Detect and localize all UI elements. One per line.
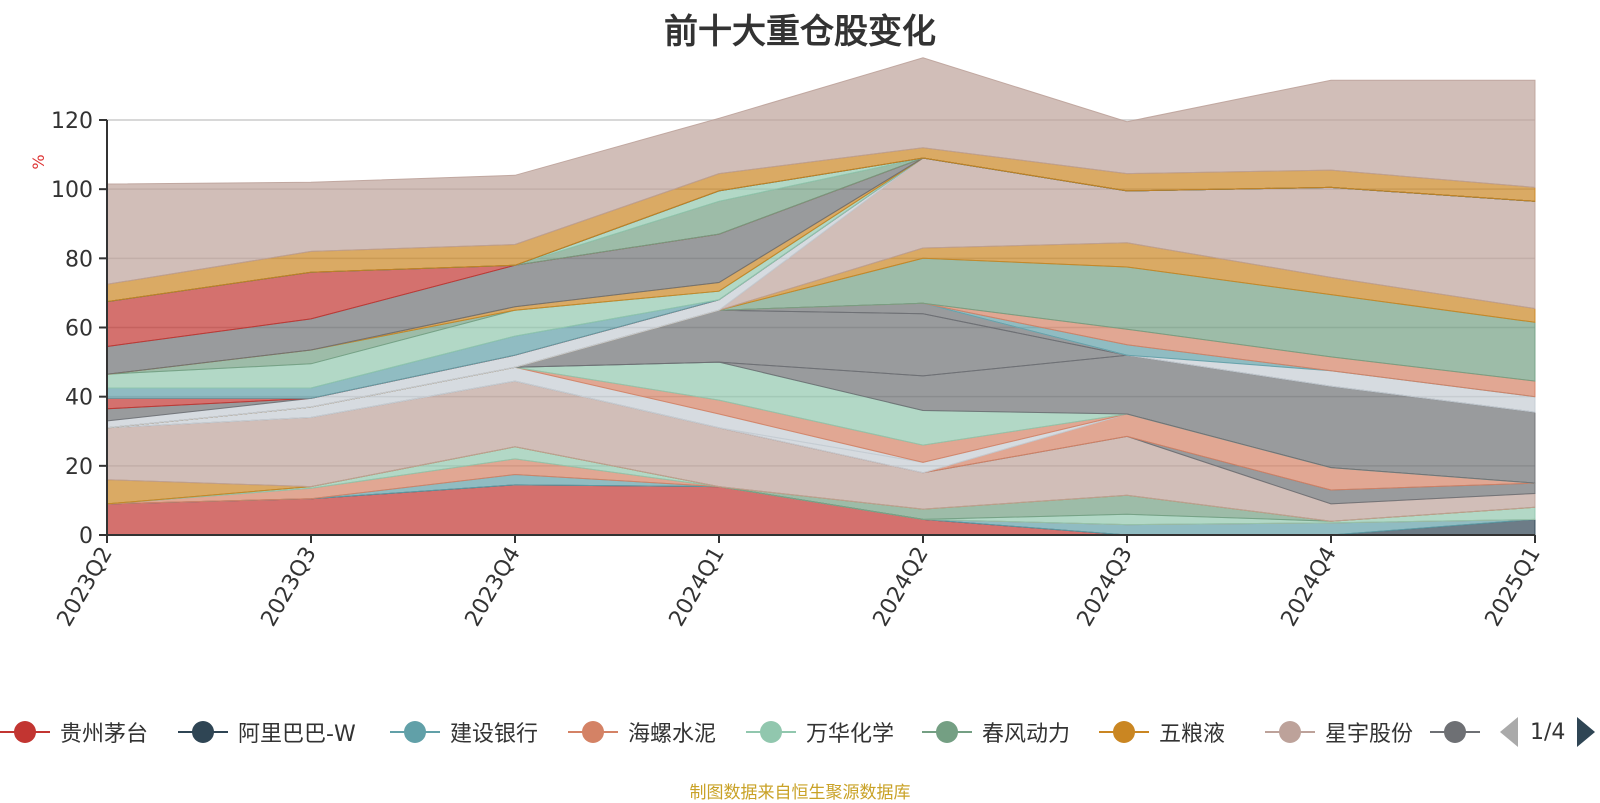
legend-label: 五粮液 xyxy=(1159,722,1226,747)
legend-item[interactable]: 贵州茅台 xyxy=(0,712,148,752)
legend-label: 星宇股份 xyxy=(1325,722,1414,747)
legend-marker-icon xyxy=(922,712,972,752)
legend-marker-icon xyxy=(746,712,796,752)
x-tick-label: 2024Q2 xyxy=(869,543,934,631)
legend-item[interactable]: 建设银行 xyxy=(390,712,538,752)
chart-title: 前十大重仓股变化 xyxy=(664,12,936,52)
legend-item[interactable]: 海螺水泥 xyxy=(568,712,716,752)
x-tick-label: 2024Q3 xyxy=(1073,543,1138,631)
legend-label: 贵州茅台 xyxy=(60,722,149,747)
x-tick-label: 2025Q1 xyxy=(1481,543,1546,631)
x-tick-label: 2023Q3 xyxy=(257,543,322,631)
x-tick-label: 2023Q4 xyxy=(461,543,526,631)
legend-item[interactable] xyxy=(1430,712,1480,752)
y-tick-label: 120 xyxy=(51,109,93,134)
area-band-series-38 xyxy=(106,57,1536,285)
legend-item[interactable]: 五粮液 xyxy=(1099,712,1225,752)
y-tick-label: 80 xyxy=(65,247,93,272)
legend-marker-icon xyxy=(1430,712,1480,752)
legend-label: 万华化学 xyxy=(806,722,895,747)
legend-label: 海螺水泥 xyxy=(628,722,717,747)
legend-item[interactable]: 星宇股份 xyxy=(1265,712,1413,752)
y-axis-unit-label: % xyxy=(29,154,48,169)
legend-marker-icon xyxy=(1265,712,1315,752)
y-tick-label: 20 xyxy=(65,455,93,480)
legend-label: 阿里巴巴-W xyxy=(238,722,356,747)
area-series xyxy=(106,57,1536,536)
legend-marker-icon xyxy=(0,712,50,752)
legend-marker-icon xyxy=(1099,712,1149,752)
legend-marker-icon xyxy=(390,712,440,752)
y-tick-label: 60 xyxy=(65,317,93,342)
x-tick-label: 2023Q2 xyxy=(53,543,118,631)
legend-item[interactable]: 春风动力 xyxy=(922,712,1070,752)
legend-item[interactable]: 万华化学 xyxy=(746,712,894,752)
y-tick-label: 0 xyxy=(79,524,93,549)
y-tick-label: 100 xyxy=(51,178,93,203)
x-tick-label: 2024Q1 xyxy=(665,543,730,631)
legend-pager[interactable]: 1/4 xyxy=(1500,712,1596,752)
source-note: 制图数据来自恒生聚源数据库 xyxy=(689,783,911,803)
legend-marker-icon xyxy=(178,712,228,752)
legend-label: 建设银行 xyxy=(450,722,539,747)
legend-prev-page-icon[interactable] xyxy=(1500,717,1518,747)
legend-page-indicator: 1/4 xyxy=(1530,719,1566,745)
legend-label: 春风动力 xyxy=(982,722,1071,747)
y-tick-label: 40 xyxy=(65,386,93,411)
legend: 贵州茅台 阿里巴巴-W 建设银行 海螺水泥 万华化学 春风动力 五粮液 星宇股份 xyxy=(0,712,1600,752)
legend-item[interactable]: 阿里巴巴-W xyxy=(178,712,356,752)
legend-marker-icon xyxy=(568,712,618,752)
x-tick-label: 2024Q4 xyxy=(1277,543,1342,631)
legend-next-page-icon[interactable] xyxy=(1577,717,1596,747)
